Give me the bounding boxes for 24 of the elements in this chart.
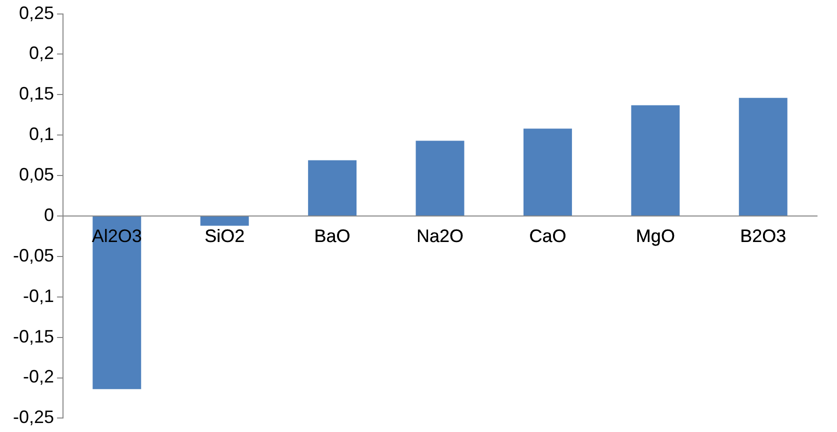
y-tick-label: -0,15 bbox=[12, 326, 54, 346]
y-tick-label: 0,15 bbox=[18, 84, 54, 104]
x-tick-label: B2O3 bbox=[740, 226, 786, 246]
x-tick-label: CaO bbox=[529, 226, 566, 246]
y-tick-label: 0,05 bbox=[18, 164, 54, 185]
y-tick-label: 0 bbox=[44, 204, 54, 225]
y-tick-label: -0,2 bbox=[22, 366, 54, 387]
bar bbox=[523, 128, 572, 216]
bar bbox=[631, 105, 680, 216]
bar bbox=[200, 216, 249, 226]
bar bbox=[416, 140, 464, 216]
y-tick-label: -0,25 bbox=[12, 407, 54, 428]
y-tick-label: 0,25 bbox=[18, 2, 54, 23]
x-tick-label: MgO bbox=[636, 226, 675, 246]
x-tick-label: BaO bbox=[314, 226, 350, 246]
x-tick-label: SiO2 bbox=[204, 226, 245, 246]
bar bbox=[738, 98, 788, 216]
y-tick-label: -0,05 bbox=[12, 245, 54, 266]
bar bbox=[308, 160, 357, 216]
y-tick-label: 0,1 bbox=[28, 124, 54, 144]
y-tick-label: -0,1 bbox=[22, 286, 54, 306]
y-tick-label: 0,2 bbox=[28, 43, 54, 64]
x-tick-label: Na2O bbox=[416, 226, 464, 246]
bar bbox=[92, 216, 142, 390]
